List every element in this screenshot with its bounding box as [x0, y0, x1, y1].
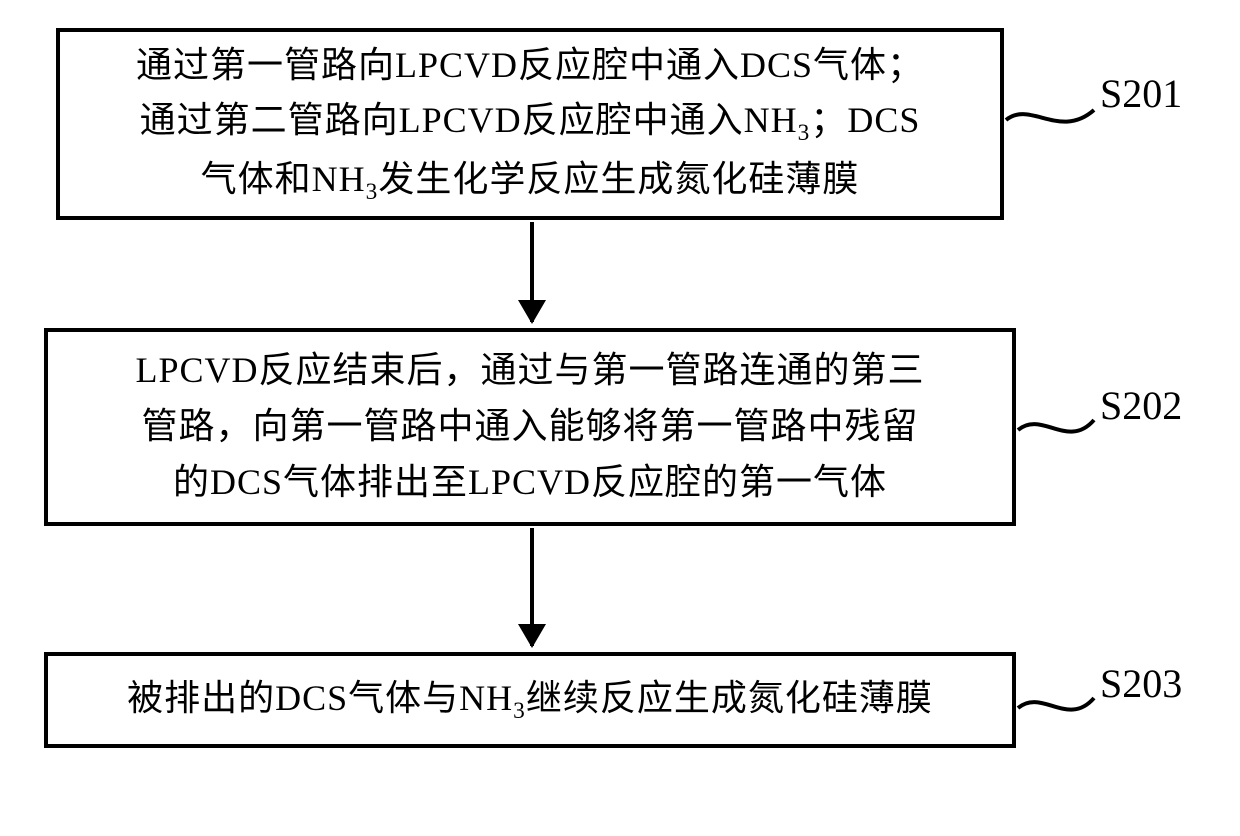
flowchart-canvas: 通过第一管路向LPCVD反应腔中通入DCS气体；通过第二管路向LPCVD反应腔中…: [0, 0, 1240, 836]
step-label-s203: S203: [1100, 660, 1182, 707]
connector-s203: [0, 0, 1240, 836]
